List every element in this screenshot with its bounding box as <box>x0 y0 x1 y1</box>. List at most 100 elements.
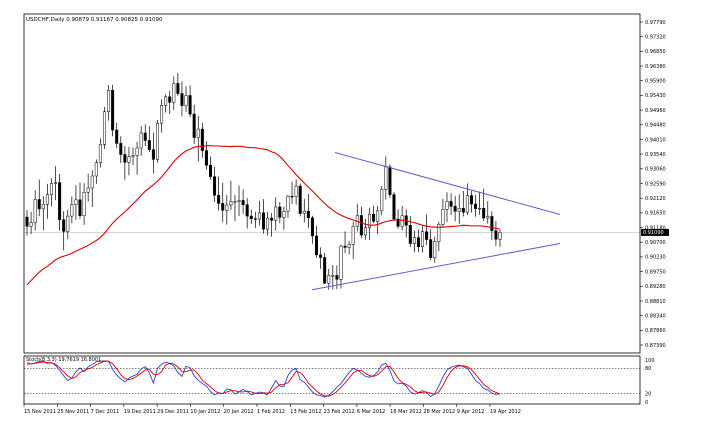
date-tick-label: 10 Jan 2012 <box>190 409 220 415</box>
stochastic-pane-frame <box>23 355 641 405</box>
candle-body <box>188 95 192 115</box>
candle-body <box>131 155 135 158</box>
price-tick-label: 0.95430 <box>645 93 666 99</box>
candle-body <box>372 213 376 222</box>
price-tick-label: 0.92120 <box>645 196 666 202</box>
price-tick-label: 0.95900 <box>645 79 666 85</box>
candle-body <box>74 199 78 205</box>
candle-body <box>327 275 331 284</box>
candle-body <box>461 208 465 213</box>
candle-body <box>290 195 294 198</box>
candle-body <box>482 208 486 219</box>
candle-body <box>306 210 310 218</box>
candle-body <box>213 176 217 196</box>
stochastic-pane <box>24 360 640 398</box>
date-tick-label: 25 Nov 2011 <box>57 409 89 415</box>
candle-body <box>127 156 131 163</box>
candle-body <box>200 128 204 151</box>
candle-body <box>457 208 461 212</box>
candle-body <box>453 206 457 212</box>
candle-body <box>192 113 196 138</box>
current-price-badge <box>641 228 669 236</box>
date-tick-label: 9 Apr 2012 <box>457 409 485 415</box>
candle-body <box>168 96 172 103</box>
candle-body <box>302 210 306 214</box>
candle-body <box>204 150 208 166</box>
date-tick-label: 1 Feb 2012 <box>257 409 285 415</box>
price-tick-label: 0.96850 <box>645 49 666 55</box>
price-tick-label: 0.89280 <box>645 284 666 290</box>
date-tick-label: 7 Dec 2011 <box>91 409 120 415</box>
candle-body <box>37 199 41 210</box>
candle-body <box>180 93 184 106</box>
stochastic-main-line <box>26 360 501 398</box>
candle-body <box>111 90 115 131</box>
candle-body <box>441 209 445 225</box>
candle-body <box>208 164 212 177</box>
candle-body <box>412 237 416 244</box>
price-tick-label: 0.94960 <box>645 108 666 114</box>
candle-body <box>62 219 66 232</box>
price-tick-label: 0.97790 <box>645 20 666 26</box>
candle-body <box>90 175 94 189</box>
candle-body <box>384 166 388 190</box>
price-tick-label: 0.92590 <box>645 181 666 187</box>
price-tick-label: 0.90230 <box>645 255 666 261</box>
price-tick-label: 0.88340 <box>645 313 666 319</box>
candle-body <box>278 206 282 218</box>
candle-body <box>115 129 119 144</box>
candle-body <box>425 231 429 240</box>
candle-body <box>172 83 176 103</box>
candle-body <box>86 187 90 193</box>
candle-body <box>490 216 494 232</box>
date-tick-label: 28 Mar 2012 <box>423 409 455 415</box>
candle-body <box>335 275 339 280</box>
price-axis: 0.97790 0.97320 0.96850 0.96380 0.95900 0.954… <box>640 20 669 406</box>
candle-body <box>196 128 200 138</box>
candle-body <box>249 215 253 219</box>
candle-body <box>469 195 473 205</box>
candle-body <box>225 204 229 211</box>
price-pane <box>24 72 640 291</box>
price-tick-label: 0.96380 <box>645 64 666 70</box>
candle-body <box>323 257 327 284</box>
candle-body <box>465 195 469 213</box>
candle-body <box>151 149 155 160</box>
current-price-label: 0.91090 <box>643 230 664 236</box>
price-tick-label: 0.91180 <box>645 225 666 231</box>
candle-body <box>343 245 347 248</box>
candle-body <box>294 185 298 197</box>
candle-body <box>261 212 266 230</box>
candle-body <box>486 216 490 219</box>
candle-body <box>421 231 425 247</box>
candle-body <box>237 200 241 202</box>
candle-body <box>233 201 237 203</box>
candle-body <box>437 223 441 242</box>
trendline-lower <box>311 242 561 291</box>
price-tick-label: 0.91650 <box>645 211 666 217</box>
candle-body <box>245 204 249 217</box>
candle-body <box>78 199 82 217</box>
candle-body <box>298 185 302 214</box>
candle-body <box>58 182 62 220</box>
candle-body <box>376 210 380 222</box>
candle-body <box>368 213 372 228</box>
candle-body <box>217 194 221 204</box>
candle-body <box>143 132 147 141</box>
price-tick-label: 0.87860 <box>645 328 666 334</box>
moving-average-line <box>26 145 501 286</box>
date-axis: 15 Nov 2011 25 Nov 2011 7 Dec 2011 19 Dec 2… <box>23 404 521 415</box>
candle-body <box>119 143 123 155</box>
price-tick-label: 0.94010 <box>645 137 666 143</box>
candle-body <box>221 203 225 211</box>
candle-body <box>184 95 188 106</box>
candle-body <box>380 189 384 212</box>
candle-body <box>266 217 270 230</box>
candle-body <box>408 224 412 244</box>
candle-body <box>359 215 363 236</box>
candle-body <box>155 122 159 160</box>
candle-body <box>229 201 233 206</box>
date-tick-label: 13 Feb 2012 <box>290 409 321 415</box>
candle-body <box>176 83 180 94</box>
